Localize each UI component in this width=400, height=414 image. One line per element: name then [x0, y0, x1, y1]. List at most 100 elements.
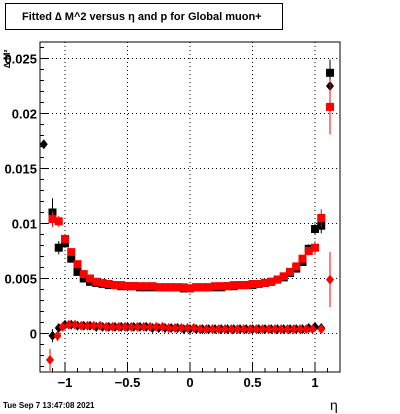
data-point-diamond [227, 324, 236, 335]
data-point-diamond [71, 319, 79, 330]
data-point-square [326, 68, 334, 77]
data-point-diamond [171, 323, 179, 333]
data-point-square [79, 270, 88, 279]
data-point-square [298, 254, 307, 263]
data-point-diamond [239, 324, 248, 335]
data-point-diamond [158, 321, 167, 332]
y-tick-label: 0.025 [4, 52, 37, 67]
data-point-diamond [283, 324, 292, 335]
data-point-square [279, 272, 288, 281]
data-point-diamond [183, 323, 192, 333]
data-point-diamond [233, 324, 242, 335]
data-point-square [61, 234, 69, 243]
data-point-square [148, 282, 157, 291]
x-tick-label: −1 [58, 375, 73, 390]
data-point-diamond [317, 324, 326, 335]
data-point-square [192, 283, 201, 292]
data-point-diamond [326, 274, 334, 285]
data-point-square [111, 281, 119, 290]
data-point-square [161, 283, 169, 292]
data-point-square [79, 274, 88, 283]
data-point-square [242, 281, 251, 290]
data-point-square [73, 267, 82, 276]
data-point-diamond [127, 321, 136, 332]
data-point-square [248, 280, 257, 288]
data-point-diamond [252, 324, 261, 335]
data-point-diamond [64, 319, 73, 330]
y-tick-label: 0.01 [12, 217, 37, 232]
data-point-square [211, 282, 219, 291]
data-point-square [67, 254, 76, 263]
x-tick-label: −0.5 [115, 375, 141, 390]
timestamp: Tue Sep 7 13:47:08 2021 [3, 401, 95, 410]
data-point-square [104, 280, 113, 288]
data-point-diamond [189, 323, 198, 333]
data-point-diamond [39, 139, 48, 150]
data-point-square [198, 283, 207, 292]
series-0 [48, 59, 334, 293]
data-point-square [311, 243, 319, 252]
data-point-square [117, 281, 126, 290]
data-point-square [123, 282, 132, 291]
data-point-diamond [202, 324, 211, 335]
data-point-diamond [164, 323, 173, 333]
series-3 [46, 252, 334, 371]
data-point-square [236, 281, 244, 290]
data-point-square [129, 282, 138, 291]
data-point-diamond [214, 324, 223, 335]
x-axis-label: η [330, 397, 338, 413]
x-tick-label: 0 [186, 375, 193, 390]
data-point-square [67, 248, 76, 257]
data-point-diamond [221, 324, 229, 335]
data-point-diamond [53, 330, 62, 341]
data-point-diamond [152, 321, 161, 332]
series-2 [48, 79, 334, 293]
data-point-square [98, 278, 107, 287]
data-point-square [286, 267, 294, 276]
y-tick-label: 0 [30, 327, 37, 342]
data-point-diamond [208, 324, 217, 335]
data-point-square [73, 260, 82, 269]
data-point-square [54, 243, 63, 252]
chart-title: Fitted ∆ M^2 versus η and p for Global m… [5, 3, 283, 30]
data-point-diamond [289, 324, 298, 335]
data-point-diamond [102, 321, 111, 332]
y-axis-label: ∆ M² [2, 49, 12, 68]
data-point-diamond [96, 320, 104, 331]
data-point-square [317, 214, 326, 222]
data-point-square [142, 282, 151, 291]
data-point-square [229, 281, 238, 290]
data-point-diamond [308, 324, 317, 335]
data-point-square [223, 282, 232, 291]
data-point-diamond [139, 321, 148, 332]
data-point-square [311, 225, 319, 233]
data-point-square [204, 283, 213, 292]
y-tick-label: 0.005 [4, 272, 37, 287]
data-point-square [167, 283, 176, 292]
y-tick-label: 0.015 [4, 162, 37, 177]
data-point-square [254, 280, 263, 288]
data-point-square [292, 262, 301, 271]
data-point-square [267, 277, 276, 286]
data-point-diamond [177, 323, 186, 333]
series-layer [39, 59, 334, 371]
data-point-diamond [246, 324, 254, 335]
data-point-diamond [121, 321, 129, 332]
axes: −1 −0.5 0 0.5 1 0 0.005 0.01 0.015 0.02 0.025 [4, 47, 341, 390]
data-point-diamond [258, 324, 267, 335]
data-point-diamond [277, 324, 286, 335]
data-point-diamond [114, 321, 123, 332]
data-point-square [173, 283, 182, 292]
series-1 [39, 77, 334, 343]
x-tick-label: 0.5 [243, 375, 261, 390]
data-point-square [186, 284, 194, 293]
data-point-square [154, 283, 163, 292]
data-point-diamond [133, 321, 142, 332]
data-point-square [92, 277, 101, 286]
data-point-square [179, 283, 188, 292]
data-point-square [273, 275, 282, 284]
data-point-diamond [264, 324, 273, 335]
data-point-diamond [302, 324, 311, 335]
data-point-square [304, 247, 313, 255]
